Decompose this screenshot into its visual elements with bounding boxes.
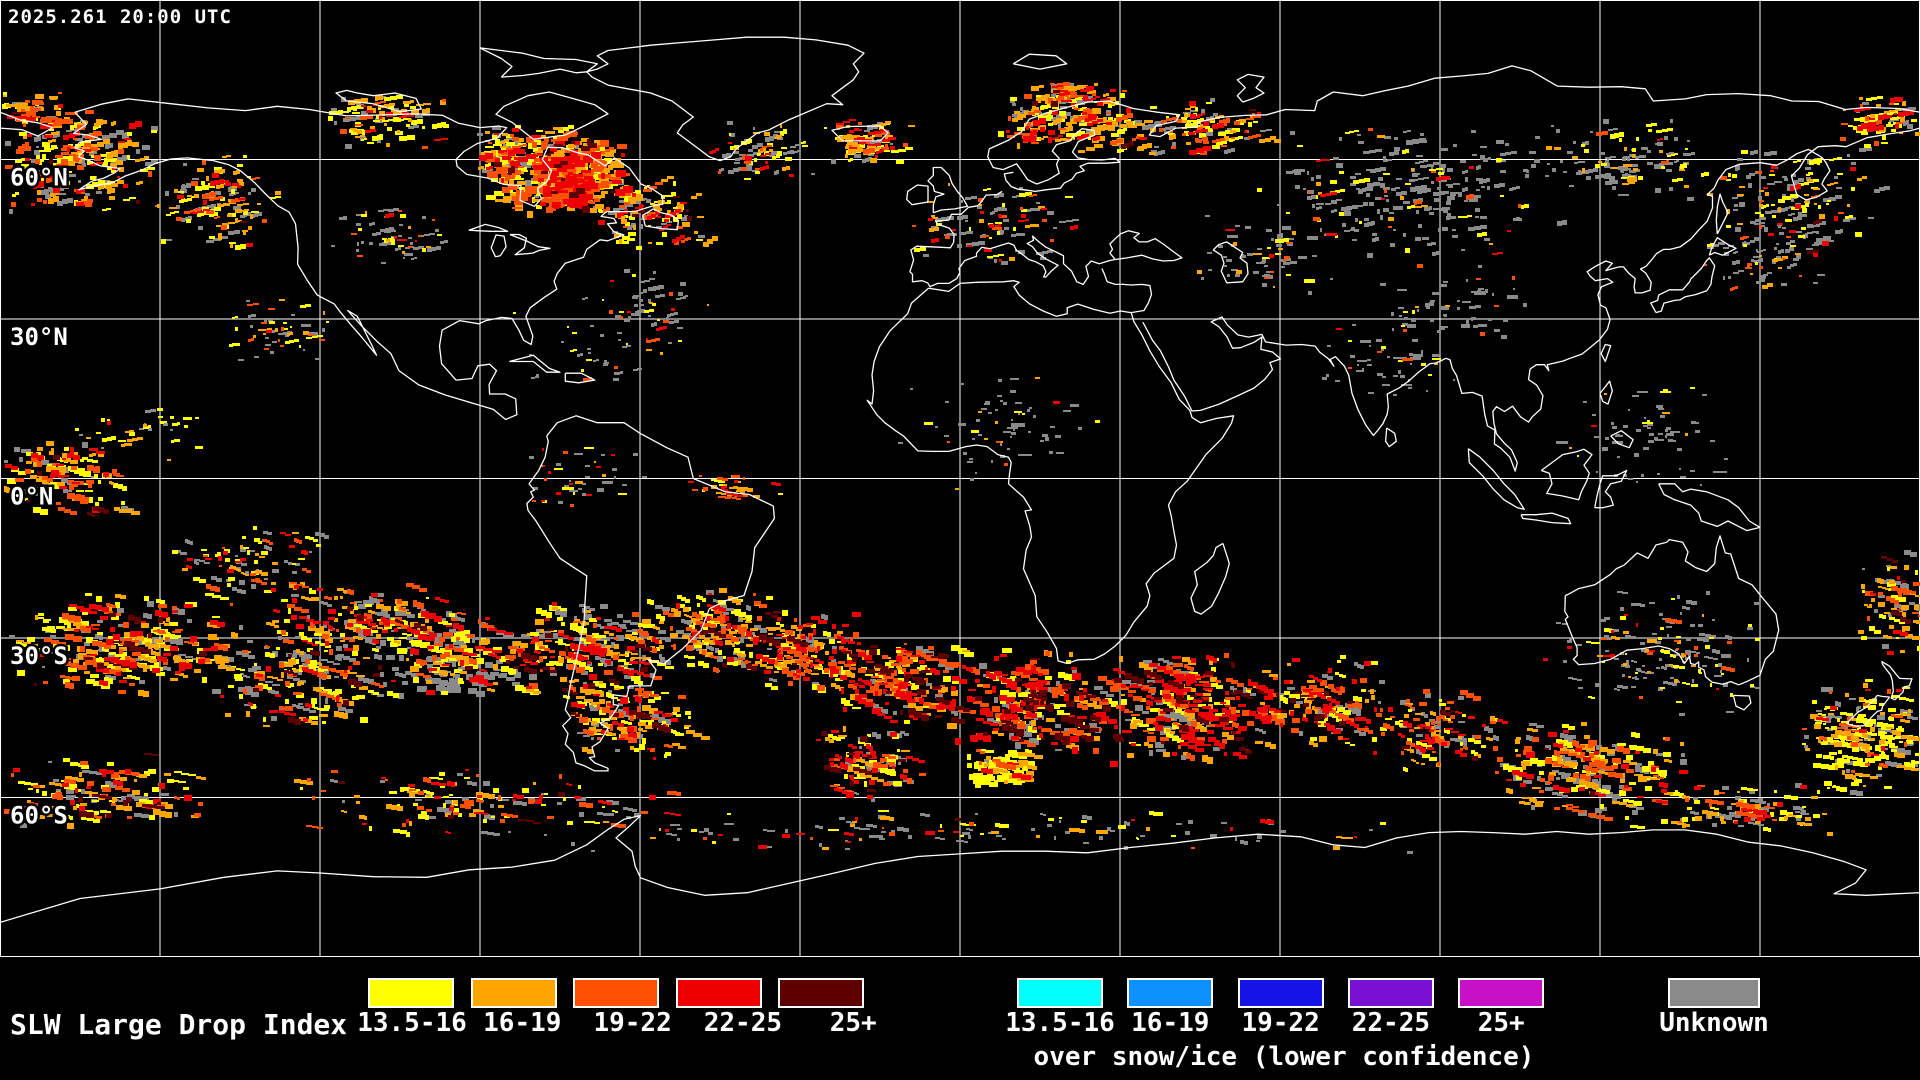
timestamp: 2025.261 20:00 UTC <box>8 6 232 28</box>
legend-warm-label-22-25: 22-25 <box>703 1008 783 1038</box>
lat-label-0N: 0°N <box>10 483 53 511</box>
legend-unknown-label: Unknown <box>1659 1008 1769 1038</box>
coastlines <box>0 36 1920 924</box>
latitude-labels: 60°N 30°N 0°N 30°S 60°S <box>8 161 71 832</box>
lat-label-30N: 30°N <box>10 323 68 351</box>
legend-warm-swatch-16-19 <box>470 978 557 1008</box>
legend-title: SLW Large Drop Index <box>10 1008 348 1041</box>
world-map: 60°N 30°N 0°N 30°S 60°S <box>0 0 1920 957</box>
lat-label-60N: 60°N <box>10 164 68 192</box>
legend-warm-swatch-25+ <box>778 978 864 1008</box>
legend-warm-swatch-19-22 <box>573 978 659 1008</box>
legend-cold-swatch-25+ <box>1458 978 1545 1008</box>
legend-warm-swatch-22-25 <box>675 978 762 1008</box>
legend-warm-label-13.5-16: 13.5-16 <box>357 1008 467 1038</box>
legend-cold-label-13.5-16: 13.5-16 <box>1005 1008 1115 1038</box>
legend-warm-label-16-19: 16-19 <box>483 1008 562 1038</box>
legend-warm-label-25+: 25+ <box>829 1008 877 1038</box>
legend-cold-label-16-19: 16-19 <box>1131 1008 1210 1038</box>
legend-cold-label-19-22: 19-22 <box>1241 1008 1320 1038</box>
legend-cold-caption: over snow/ice (lower confidence) <box>1033 1042 1535 1072</box>
lat-label-60S: 60°S <box>10 802 68 830</box>
legend-cold-swatch-13.5-16 <box>1017 978 1103 1008</box>
legend-cold-label-22-25: 22-25 <box>1351 1008 1431 1038</box>
legend-warm-label-19-22: 19-22 <box>593 1008 672 1038</box>
legend-cold-swatch-22-25 <box>1347 978 1434 1008</box>
lat-label-30S: 30°S <box>10 642 68 670</box>
legend-cold-swatch-19-22 <box>1237 978 1324 1008</box>
legend-warm-swatch-13.5-16 <box>368 978 454 1008</box>
legend-unknown-swatch <box>1668 978 1760 1008</box>
legend-cold-swatch-16-19 <box>1127 978 1214 1008</box>
legend-cold-label-25+: 25+ <box>1477 1008 1525 1038</box>
